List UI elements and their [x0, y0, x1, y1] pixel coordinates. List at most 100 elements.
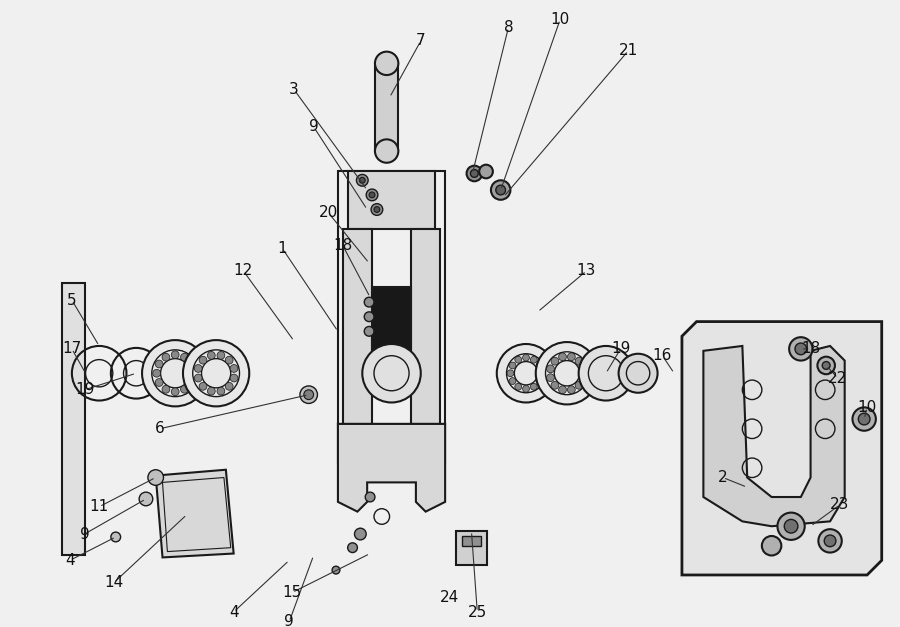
Circle shape [852, 408, 876, 431]
Circle shape [355, 528, 366, 540]
Polygon shape [62, 283, 85, 556]
Polygon shape [347, 171, 436, 229]
Text: 4: 4 [65, 553, 75, 568]
Circle shape [530, 383, 537, 390]
Circle shape [515, 383, 522, 390]
Circle shape [194, 364, 202, 372]
Circle shape [536, 362, 543, 369]
Text: 7: 7 [416, 33, 426, 48]
Circle shape [479, 165, 493, 178]
Circle shape [332, 566, 340, 574]
Circle shape [190, 369, 198, 377]
Text: 8: 8 [504, 20, 513, 34]
Circle shape [365, 492, 375, 502]
Circle shape [496, 185, 506, 195]
Circle shape [111, 532, 121, 542]
Circle shape [568, 386, 575, 394]
Circle shape [507, 370, 514, 377]
Circle shape [536, 342, 598, 404]
Circle shape [207, 387, 215, 395]
Circle shape [509, 362, 516, 369]
Circle shape [580, 365, 588, 372]
Circle shape [364, 297, 374, 307]
Text: 21: 21 [618, 43, 638, 58]
Circle shape [466, 166, 482, 181]
Polygon shape [682, 322, 882, 575]
Text: 11: 11 [89, 499, 109, 514]
Circle shape [817, 357, 835, 374]
Circle shape [515, 356, 522, 363]
Circle shape [491, 181, 510, 200]
Circle shape [225, 382, 233, 390]
Text: 17: 17 [62, 341, 82, 356]
Text: 10: 10 [551, 12, 570, 27]
Text: 6: 6 [155, 421, 165, 436]
Text: 20: 20 [319, 205, 338, 220]
Circle shape [142, 340, 208, 406]
Circle shape [818, 529, 842, 552]
Circle shape [162, 353, 170, 361]
Text: 1: 1 [277, 241, 287, 256]
Circle shape [568, 353, 575, 361]
Circle shape [371, 204, 382, 215]
Circle shape [364, 327, 374, 336]
Circle shape [551, 357, 559, 365]
Circle shape [171, 351, 179, 359]
Circle shape [304, 390, 313, 399]
Text: 12: 12 [234, 263, 253, 278]
Circle shape [171, 388, 179, 396]
Circle shape [199, 356, 207, 364]
Circle shape [575, 381, 583, 389]
Circle shape [194, 374, 202, 382]
Polygon shape [375, 63, 399, 151]
Polygon shape [372, 288, 411, 375]
Circle shape [471, 169, 478, 177]
Circle shape [181, 353, 188, 361]
Text: 19: 19 [611, 341, 630, 356]
Circle shape [217, 352, 225, 359]
Circle shape [579, 346, 634, 401]
Text: 25: 25 [468, 604, 487, 619]
Circle shape [559, 353, 566, 361]
Circle shape [530, 356, 537, 363]
Circle shape [580, 374, 588, 382]
Text: 9: 9 [309, 119, 319, 134]
Text: 19: 19 [75, 382, 94, 398]
Circle shape [536, 377, 543, 384]
Polygon shape [338, 424, 446, 463]
Circle shape [199, 382, 207, 390]
Circle shape [523, 386, 529, 393]
Text: 24: 24 [440, 590, 460, 605]
Circle shape [375, 139, 399, 163]
Circle shape [497, 344, 555, 403]
Circle shape [546, 365, 554, 372]
Circle shape [207, 352, 215, 359]
Polygon shape [338, 424, 446, 512]
Text: 23: 23 [830, 497, 850, 512]
Circle shape [183, 340, 249, 406]
Circle shape [364, 312, 374, 322]
Polygon shape [462, 536, 482, 545]
Text: 2: 2 [718, 470, 728, 485]
Circle shape [363, 344, 421, 403]
Polygon shape [411, 229, 440, 424]
Circle shape [217, 387, 225, 395]
Text: 5: 5 [68, 293, 76, 308]
Circle shape [523, 354, 529, 361]
Polygon shape [343, 229, 372, 424]
Circle shape [155, 360, 163, 368]
Circle shape [538, 370, 545, 377]
Circle shape [140, 492, 153, 506]
Circle shape [784, 519, 798, 533]
Circle shape [356, 174, 368, 186]
Circle shape [230, 374, 238, 382]
Circle shape [859, 413, 870, 425]
Circle shape [509, 377, 516, 384]
Circle shape [374, 207, 380, 213]
Text: 18: 18 [333, 238, 353, 253]
Circle shape [347, 543, 357, 552]
Circle shape [559, 386, 566, 394]
Circle shape [546, 374, 554, 382]
Circle shape [369, 192, 375, 198]
Text: 22: 22 [828, 371, 848, 386]
